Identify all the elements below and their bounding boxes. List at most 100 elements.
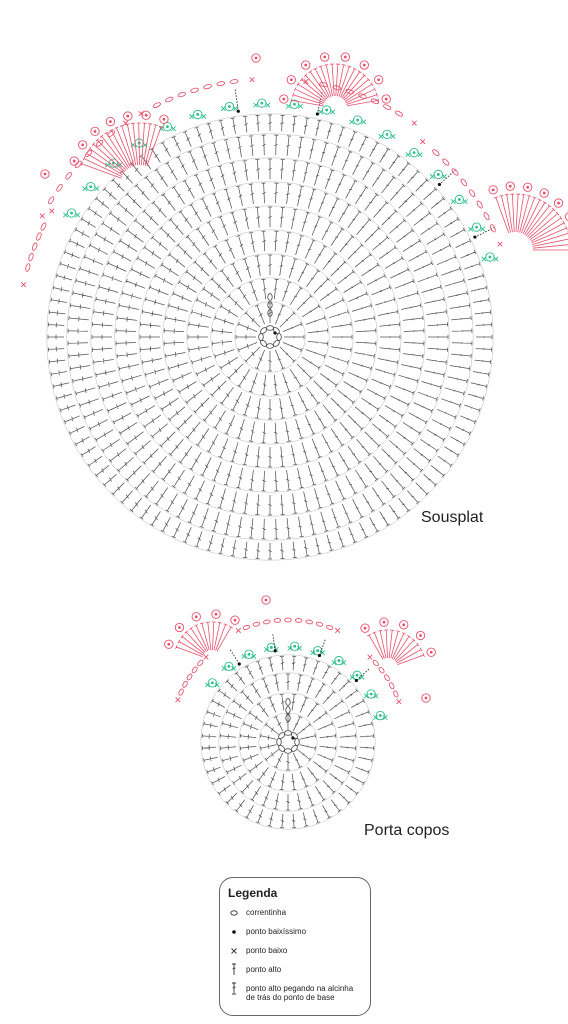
chain-stitch bbox=[186, 673, 193, 681]
arrow-head bbox=[273, 649, 277, 653]
picot-center bbox=[269, 646, 273, 649]
legend-box: Legenda correntinha ponto baixíssimo pon… bbox=[219, 877, 371, 1016]
picot-center bbox=[289, 78, 293, 82]
slip-stitch bbox=[291, 736, 295, 740]
single-crochet bbox=[318, 109, 324, 115]
ring-guide bbox=[200, 654, 376, 830]
chain-stitch bbox=[285, 706, 291, 714]
red-chain-arc bbox=[39, 120, 129, 219]
porta-copos-chart bbox=[164, 595, 436, 830]
chain-stitch bbox=[182, 680, 188, 688]
picot-stitch bbox=[266, 642, 276, 653]
single-crochet bbox=[285, 103, 291, 109]
picot-stitch bbox=[379, 617, 389, 627]
stitch-ring-6 bbox=[115, 182, 425, 492]
single-crochet bbox=[349, 119, 355, 125]
stitch-ring-3 bbox=[187, 254, 353, 420]
picot-stitch bbox=[334, 655, 344, 666]
chain-stitch bbox=[345, 88, 354, 95]
chain-stitch bbox=[216, 81, 226, 87]
picot-center bbox=[293, 102, 296, 106]
single-crochet bbox=[63, 212, 69, 218]
picot-center bbox=[162, 117, 166, 121]
chain-stitch bbox=[25, 263, 31, 272]
chain-stitch bbox=[432, 149, 440, 157]
single-crochet bbox=[94, 186, 100, 192]
picot-center bbox=[542, 191, 546, 195]
picot-center bbox=[109, 120, 112, 123]
picot-stitch bbox=[421, 693, 431, 703]
picot-stitch bbox=[105, 116, 116, 127]
join-arrow bbox=[234, 89, 239, 112]
green-picot-motif bbox=[287, 641, 303, 651]
green-picot-motif bbox=[285, 99, 303, 109]
single-crochet bbox=[335, 627, 341, 634]
chain-stitch bbox=[165, 96, 174, 103]
single-crochet bbox=[331, 660, 337, 666]
sousplat-chart bbox=[20, 52, 568, 561]
single-crochet bbox=[232, 106, 238, 112]
single-crochet bbox=[303, 78, 309, 85]
single-crochet bbox=[480, 226, 486, 232]
chain-stitch bbox=[451, 168, 459, 176]
single-crochet bbox=[462, 198, 468, 204]
chain-stitch bbox=[267, 293, 273, 301]
stitch-ring-1 bbox=[235, 302, 305, 372]
single-crochet bbox=[372, 715, 378, 721]
single-crochet bbox=[49, 208, 55, 214]
single-crochet bbox=[367, 654, 373, 660]
ring-guide bbox=[258, 712, 318, 772]
join-arrow bbox=[474, 227, 495, 238]
picot-center bbox=[316, 649, 320, 653]
ring-guide bbox=[114, 181, 426, 493]
green-picot-motif bbox=[104, 158, 122, 168]
picot-center bbox=[264, 598, 268, 602]
red-chain-arc bbox=[235, 617, 341, 634]
red-shell-fan bbox=[69, 110, 169, 179]
chain-stitch bbox=[31, 242, 38, 251]
single-crochet bbox=[330, 109, 336, 115]
chain-stitch bbox=[460, 178, 468, 187]
single-crochet bbox=[396, 699, 402, 705]
picot-stitch bbox=[286, 75, 296, 85]
picot-center bbox=[412, 151, 416, 155]
red-chain-arc bbox=[420, 138, 503, 247]
green-picot-motif bbox=[429, 169, 447, 180]
ring-guide bbox=[234, 301, 306, 373]
picot-center bbox=[488, 255, 492, 259]
legend-item-slip-stitch: ponto baixíssimo bbox=[228, 925, 362, 938]
picot-stitch bbox=[90, 126, 100, 137]
picot-stitch bbox=[340, 52, 350, 62]
picot-center bbox=[166, 125, 169, 129]
picot-stitch bbox=[505, 181, 515, 191]
chain-stitch bbox=[372, 659, 379, 667]
picot-center bbox=[429, 650, 433, 654]
single-crochet bbox=[264, 646, 270, 652]
single-crochet bbox=[170, 126, 176, 132]
single-crochet bbox=[251, 653, 257, 659]
picot-stitch bbox=[553, 198, 564, 208]
center-chain-ring bbox=[258, 293, 282, 349]
picot-stitch bbox=[488, 185, 498, 195]
picot-center bbox=[362, 63, 366, 67]
red-chain-arc bbox=[175, 654, 209, 703]
picot-stitch bbox=[279, 94, 289, 104]
picot-stitch bbox=[426, 647, 436, 657]
ring-guide bbox=[90, 157, 450, 517]
picot-stitch bbox=[313, 646, 323, 656]
chain-stitch bbox=[483, 212, 490, 221]
picot-center bbox=[475, 225, 479, 229]
chain-stitch bbox=[40, 222, 47, 231]
chain-stitch bbox=[276, 332, 282, 342]
chain-stitch bbox=[242, 624, 250, 630]
chain-stitch bbox=[95, 139, 104, 147]
double-crochet-icon bbox=[232, 963, 236, 975]
chain-stitch bbox=[468, 189, 476, 198]
single-crochet bbox=[493, 256, 499, 262]
chain-stitch bbox=[48, 196, 55, 205]
chain-stitch bbox=[252, 621, 261, 627]
red-shell-fan bbox=[164, 609, 240, 657]
picot-center bbox=[436, 173, 440, 176]
chain-stitch bbox=[393, 690, 399, 698]
red-shell-fan bbox=[488, 181, 568, 251]
